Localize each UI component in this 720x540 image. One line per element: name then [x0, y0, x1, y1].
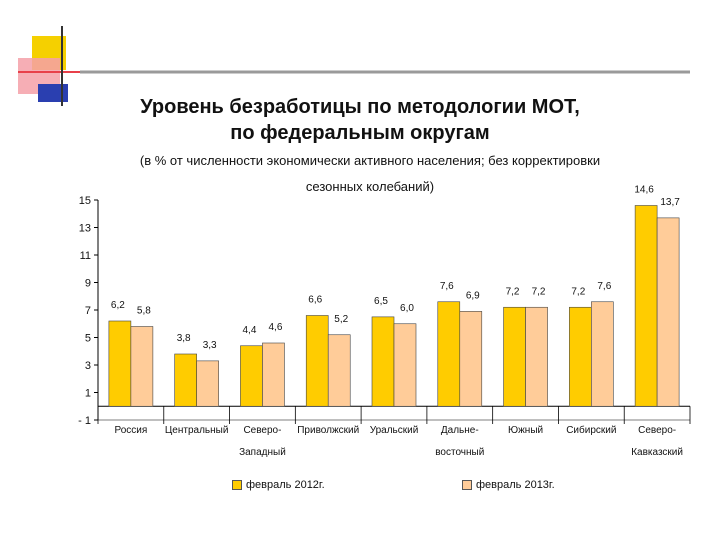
bar-2013 [656, 217, 680, 407]
blue-square [38, 84, 68, 102]
bar-2013 [459, 311, 483, 407]
bar-value-label: 7,2 [506, 286, 520, 297]
bar-2013 [525, 306, 548, 407]
category-label: Центральный [165, 425, 229, 436]
bar-value-label: 7,6 [597, 281, 611, 292]
bar-value-label: 6,9 [466, 290, 480, 301]
y-tick-label: 11 [80, 250, 91, 262]
bar-value-label: 6,6 [308, 295, 322, 306]
bar-value-label: 7,6 [440, 281, 454, 292]
y-tick-label: 5 [85, 333, 91, 345]
legend-item-2013: февраль 2013г. [462, 479, 555, 491]
bar-value-label: 5,2 [334, 314, 348, 325]
bar-2012 [108, 320, 132, 407]
bar-value-label: 3,8 [177, 333, 191, 344]
legend-label-2013: февраль 2013г. [476, 479, 555, 491]
bar-2012 [305, 315, 329, 407]
legend-item-2012: февраль 2012г. [232, 479, 325, 491]
y-tick-label: 13 [79, 223, 91, 235]
bar-2012 [634, 205, 658, 407]
bar-value-label: 4,4 [242, 325, 256, 336]
bar-value-label: 6,2 [111, 300, 125, 311]
bar-2012 [240, 345, 263, 407]
bar-2013 [262, 342, 285, 407]
bar-2012 [569, 306, 592, 407]
bar-value-label: 14,6 [634, 185, 654, 196]
bar-2013 [196, 360, 219, 407]
chart-subtitle-line1: (в % от численности экономически активно… [139, 153, 601, 168]
category-label: Приволжский [297, 425, 359, 436]
y-tick-label: 3 [85, 360, 91, 372]
y-tick-label: 1 [85, 388, 91, 400]
bar-2012 [174, 353, 197, 407]
y-tick-label: 9 [85, 278, 91, 290]
category-label: Северо- [243, 425, 281, 436]
chart-subtitle-line2: сезонных колебаний) [305, 179, 435, 194]
chart-title-line2: по федеральным округам [230, 122, 490, 144]
legend-swatch-2013 [462, 480, 472, 490]
y-tick-label: 15 [79, 195, 91, 207]
category-label: восточный [435, 447, 484, 458]
bar-value-label: 6,5 [374, 296, 388, 307]
bar-2013 [393, 323, 417, 407]
category-label: Россия [114, 425, 147, 436]
bar-value-label: 7,2 [532, 286, 546, 297]
bar-2012 [371, 316, 395, 407]
bar-2013 [130, 326, 154, 407]
y-tick-label: - 1 [78, 415, 91, 427]
y-tick-label: 7 [85, 305, 91, 317]
chart-title: Уровень безработицы по методологии МОТ, [140, 96, 580, 118]
bar-value-label: 3,3 [203, 340, 217, 351]
bar-value-label: 13,7 [660, 197, 680, 208]
bar-value-label: 5,8 [137, 306, 151, 317]
category-label: Кавказский [631, 447, 683, 458]
category-label: Западный [239, 447, 286, 458]
legend-swatch-2012 [232, 480, 242, 490]
bar-2013 [327, 334, 351, 407]
bar-2012 [437, 301, 461, 407]
category-label: Южный [508, 425, 543, 436]
legend-label-2012: февраль 2012г. [246, 479, 325, 491]
bar-2013 [591, 301, 614, 407]
bar-2012 [503, 306, 526, 407]
category-label: Северо- [638, 425, 676, 436]
slide-corner-decoration [18, 26, 690, 106]
category-label: Сибирский [566, 424, 616, 436]
category-label: Уральский [370, 425, 419, 436]
bar-value-label: 7,2 [571, 286, 585, 297]
category-label: Дальне- [441, 425, 479, 436]
bar-value-label: 6,0 [400, 303, 414, 314]
bar-value-label: 4,6 [268, 322, 282, 333]
